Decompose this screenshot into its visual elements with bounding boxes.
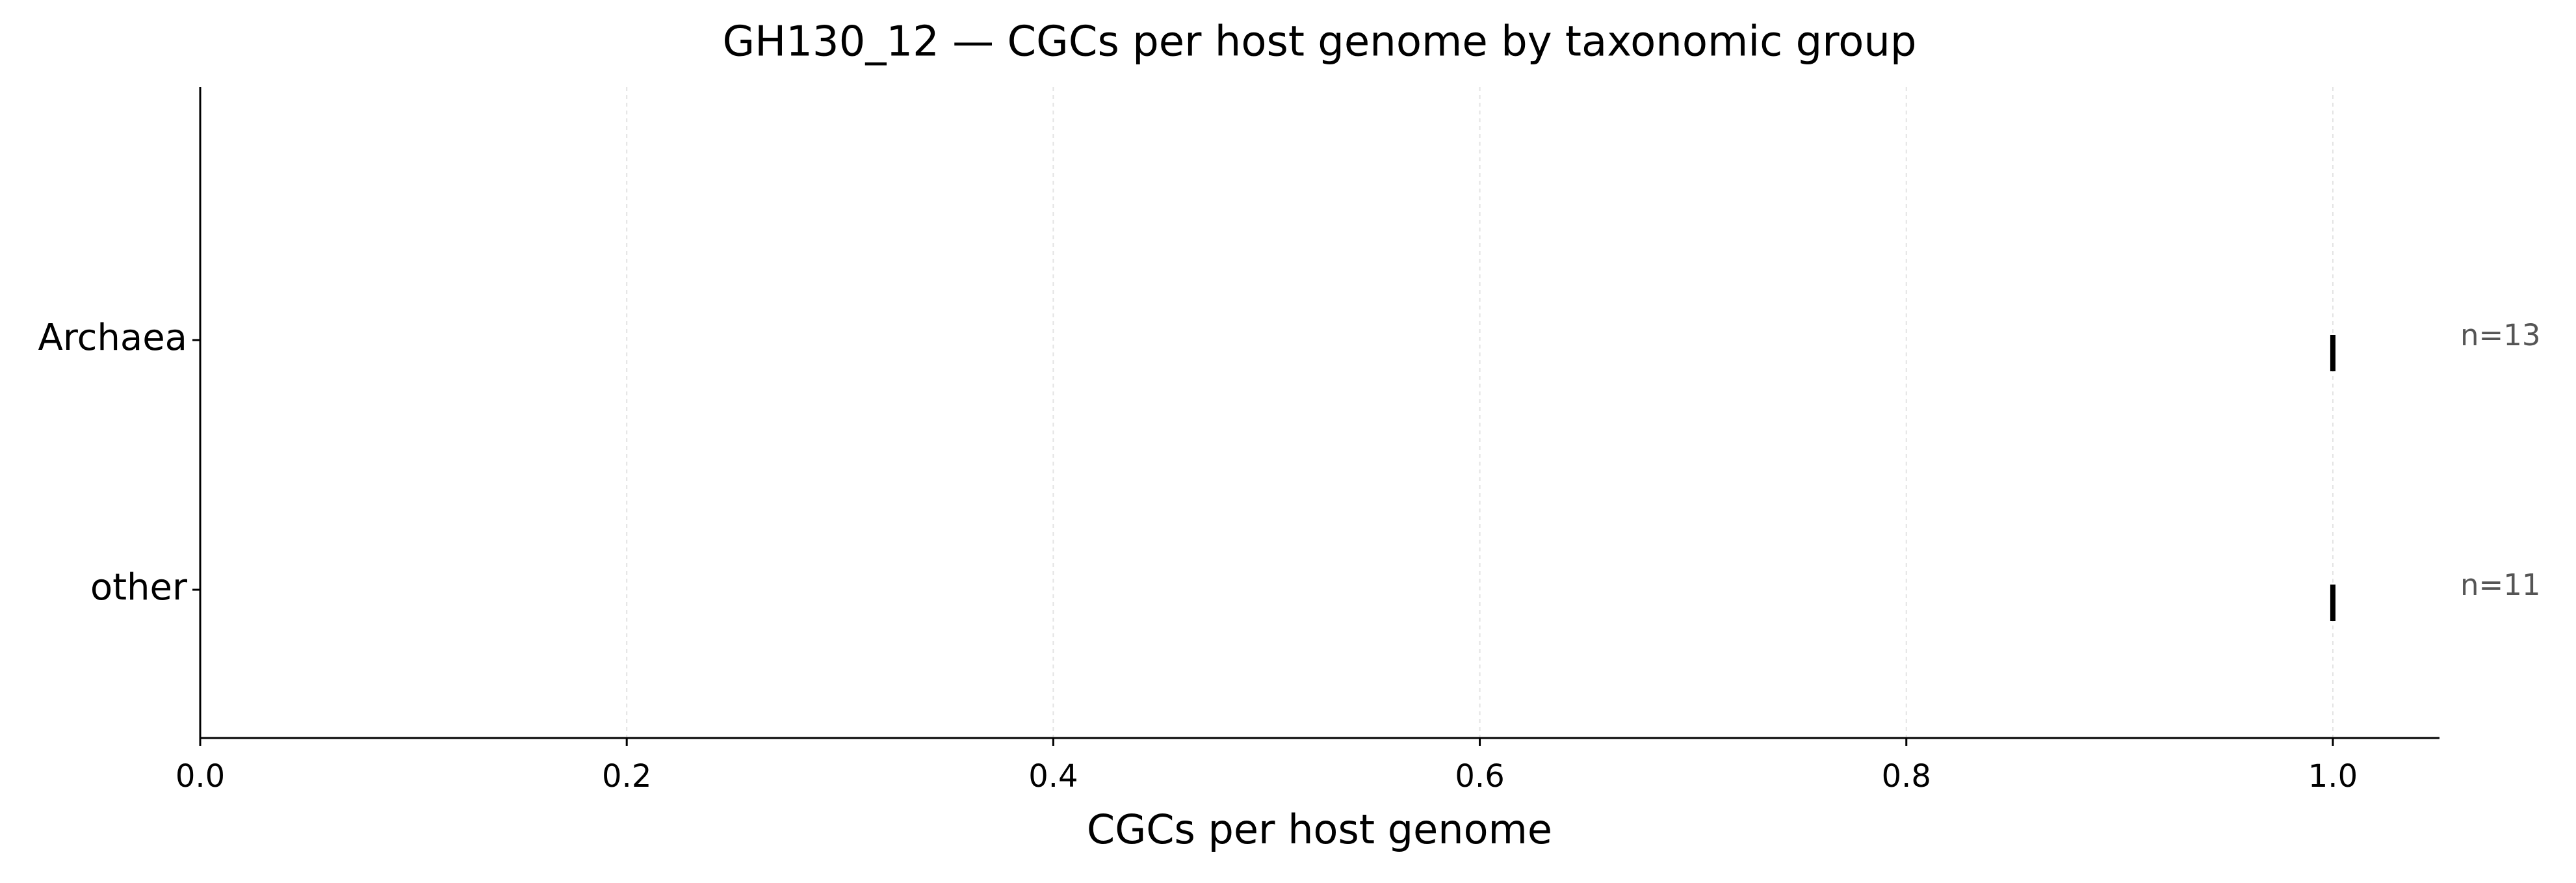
count-annotation: n=13 (2460, 318, 2541, 352)
chart-title: GH130_12 — CGCs per host genome by taxon… (722, 18, 1916, 66)
y-tick-label: Archaea (38, 317, 187, 359)
x-tick-label: 0.6 (1455, 758, 1504, 795)
x-tick-label: 0.8 (1882, 758, 1931, 795)
x-tick-label: 1.0 (2308, 758, 2358, 795)
x-tick-label: 0.4 (1028, 758, 1078, 795)
x-axis-label: CGCs per host genome (1087, 806, 1552, 853)
count-annotation: n=11 (2460, 568, 2541, 602)
x-tick-label: 0.2 (602, 758, 651, 795)
x-tick-label: 0.0 (176, 758, 225, 795)
y-tick-label: other (90, 566, 188, 609)
